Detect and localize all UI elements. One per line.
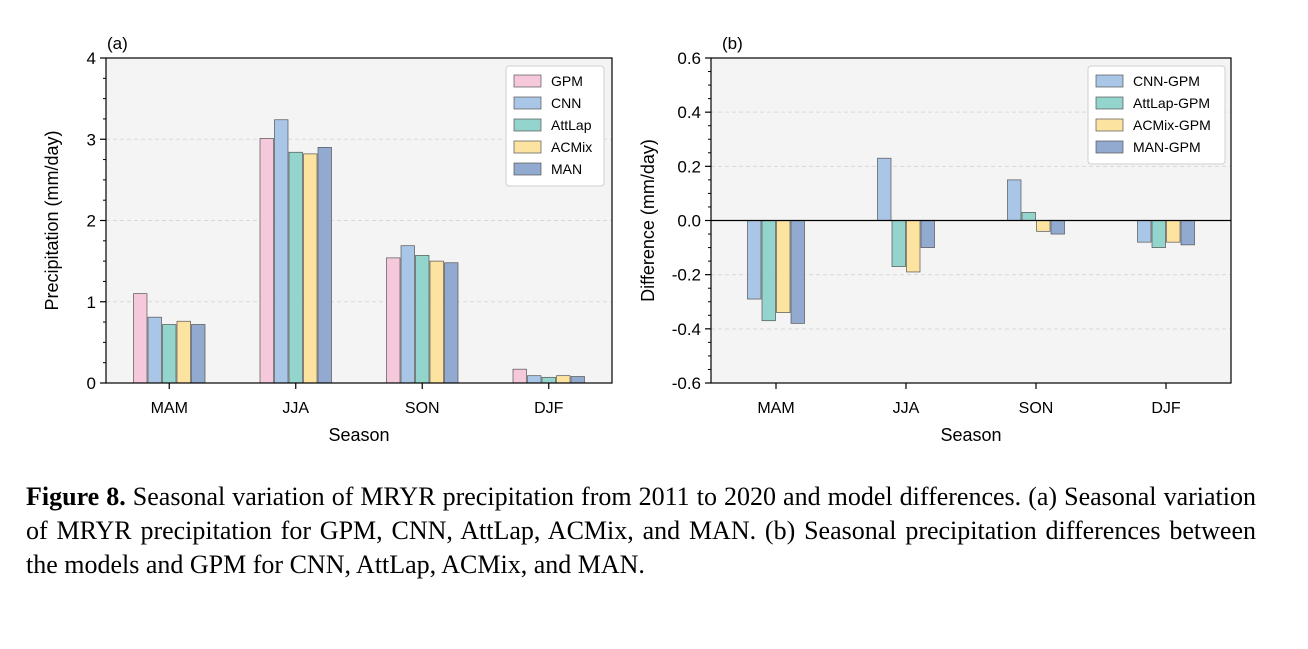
bar-acmix-son [429, 260, 444, 384]
bar-attlap-gpm-son [1021, 212, 1036, 221]
bar-man-gpm-son [1050, 220, 1065, 235]
bar-acmix-gpm-jja [906, 220, 921, 273]
bar-cnn-jja [274, 119, 289, 384]
x-tick-label-djf: DJF [1151, 400, 1181, 417]
y-tick-label: 0.0 [677, 212, 701, 231]
bar-cnn-gpm-son [1007, 179, 1022, 221]
legend-swatch-acmix [513, 140, 542, 154]
bar-cnn-gpm-jja [877, 157, 892, 221]
bar-cnn-djf [527, 375, 542, 384]
legend-label-attlap-gpm: AttLap-GPM [1133, 95, 1210, 111]
y-tick-label: -0.4 [672, 320, 701, 339]
bar-acmix-mam [176, 320, 191, 384]
legend-label-man-gpm: MAN-GPM [1133, 139, 1201, 155]
legend-label-acmix-gpm: ACMix-GPM [1133, 117, 1211, 133]
y-tick-label: 0 [87, 374, 96, 393]
legend-label-cnn: CNN [551, 95, 581, 111]
bar-acmix-gpm-son [1036, 220, 1051, 232]
legend: CNN-GPM AttLap-GPM ACMix-GPM MAN-GPM [1087, 65, 1226, 165]
legend-swatch-cnn-gpm [1095, 74, 1124, 88]
legend-swatch-man [513, 162, 542, 176]
legend-label-man: MAN [551, 161, 582, 177]
legend-label-cnn-gpm: CNN-GPM [1133, 73, 1200, 89]
bar-man-mam [191, 324, 206, 384]
figure-caption: Figure 8. Seasonal variation of MRYR pre… [26, 480, 1256, 582]
bar-cnn-gpm-mam [747, 220, 762, 300]
bar-cnn-son [400, 245, 415, 384]
legend-swatch-acmix-gpm [1095, 118, 1124, 132]
x-tick-label-mam: MAM [151, 400, 188, 417]
x-tick-label-jja: JJA [893, 400, 920, 417]
y-tick-label: 1 [87, 293, 96, 312]
panel-label: (b) [722, 34, 743, 53]
y-axis-label: Difference (mm/day) [638, 139, 658, 302]
bar-gpm-mam [133, 293, 148, 384]
bar-man-gpm-djf [1180, 220, 1195, 246]
x-tick-label-jja: JJA [282, 400, 309, 417]
panel-label: (a) [107, 34, 128, 53]
legend-box [1087, 65, 1226, 165]
bar-attlap-gpm-mam [761, 220, 776, 322]
bar-man-son [444, 262, 459, 384]
y-tick-label: 0.4 [677, 103, 701, 122]
legend-label-gpm: GPM [551, 73, 583, 89]
bar-man-jja [317, 147, 332, 384]
bar-attlap-jja [288, 151, 303, 384]
caption-label: Figure 8. [26, 482, 126, 511]
bar-man-gpm-jja [920, 220, 935, 248]
x-axis-label: Season [940, 425, 1001, 445]
legend-swatch-attlap-gpm [1095, 96, 1124, 110]
legend: GPM CNN AttLap ACMix MAN [505, 65, 605, 187]
legend-swatch-attlap [513, 118, 542, 132]
legend-box [505, 65, 605, 187]
y-axis-label: Precipitation (mm/day) [42, 130, 62, 310]
bar-cnn-mam [147, 316, 162, 384]
y-tick-label: 0.6 [677, 49, 701, 68]
x-axis-label: Season [328, 425, 389, 445]
legend-swatch-cnn [513, 96, 542, 110]
y-tick-label: 0.2 [677, 157, 701, 176]
legend-swatch-man-gpm [1095, 140, 1124, 154]
legend-label-acmix: ACMix [551, 139, 592, 155]
y-tick-label: -0.6 [672, 374, 701, 393]
bar-cnn-gpm-djf [1137, 220, 1152, 243]
y-tick-label: 4 [87, 49, 96, 68]
bar-gpm-djf [512, 368, 527, 384]
chart-panel-b: -0.6 -0.4 -0.2 0.0 0.2 0.4 0.6 MAM JJA SON DJF Seas… [638, 34, 1232, 445]
bar-attlap-gpm-djf [1151, 220, 1166, 248]
bar-attlap-mam [162, 324, 177, 384]
bar-acmix-gpm-djf [1166, 220, 1181, 243]
x-tick-label-djf: DJF [534, 400, 564, 417]
bar-attlap-djf [541, 376, 556, 384]
figure-8-charts: 0 1 2 3 4 MAM JJA SON DJF Season Precipitation (mm… [42, 34, 1232, 445]
bar-gpm-son [386, 257, 401, 384]
x-tick-label-son: SON [405, 400, 440, 417]
chart-panel-a: 0 1 2 3 4 MAM JJA SON DJF Season Precipitation (mm… [42, 34, 613, 445]
y-tick-label: 3 [87, 130, 96, 149]
bar-attlap-son [415, 255, 430, 384]
bar-man-djf [570, 376, 585, 384]
bar-acmix-djf [556, 375, 571, 384]
y-tick-label: 2 [87, 212, 96, 231]
x-tick-label-son: SON [1019, 400, 1054, 417]
caption-text: Seasonal variation of MRYR precipitation… [26, 482, 1256, 579]
bar-attlap-gpm-jja [891, 220, 906, 267]
bar-acmix-jja [303, 153, 318, 384]
legend-swatch-gpm [513, 74, 542, 88]
x-tick-label-mam: MAM [757, 400, 794, 417]
bar-acmix-gpm-mam [776, 220, 791, 313]
legend-label-attlap: AttLap [551, 117, 592, 133]
y-tick-label: -0.2 [672, 266, 701, 285]
bar-man-gpm-mam [790, 220, 805, 324]
bar-gpm-jja [259, 138, 274, 384]
